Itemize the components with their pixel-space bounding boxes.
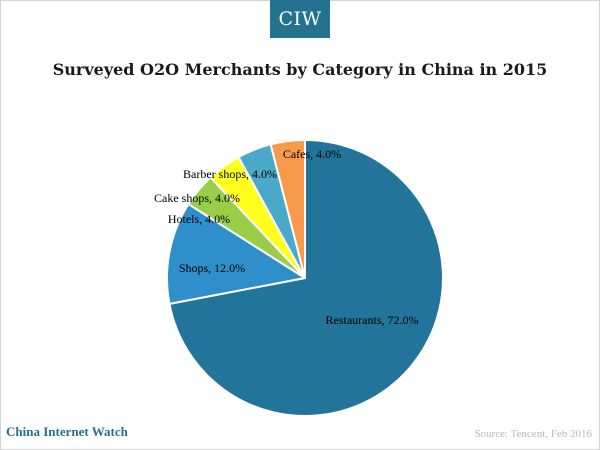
pie-slice-shops: [166, 203, 306, 305]
ciw-logo: CIW: [270, 0, 330, 38]
chart-title: Surveyed O2O Merchants by Category in Ch…: [52, 60, 548, 79]
footer-brand: China Internet Watch: [6, 424, 128, 439]
slice-label-shops: Shops, 12.0%: [179, 261, 245, 275]
slice-label-barber-shops: Barber shops, 4.0%: [183, 167, 277, 181]
pie-slice-restaurants: [168, 139, 444, 417]
footer-source: Source: Tencent, Feb 2016: [474, 428, 592, 440]
slice-label-restaurants: Restaurants, 72.0%: [326, 313, 419, 327]
pie-slice-cafes: [269, 139, 306, 279]
slice-label-cake-shops: Cake shops, 4.0%: [154, 191, 240, 205]
slice-label-hotels: Hotels, 4.0%: [168, 212, 230, 226]
slice-label-cafes: Cafes, 4.0%: [283, 147, 341, 161]
